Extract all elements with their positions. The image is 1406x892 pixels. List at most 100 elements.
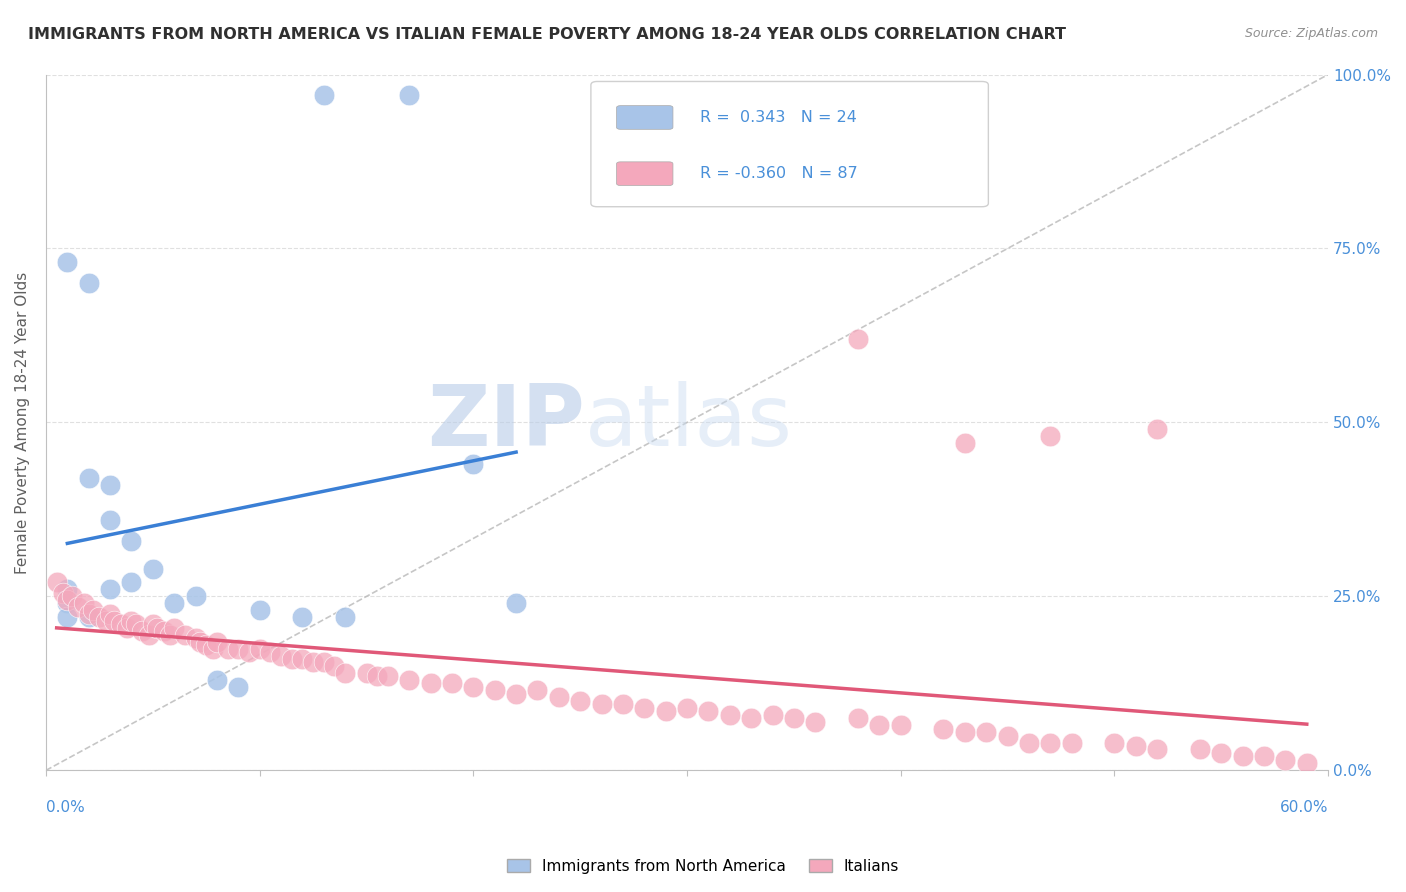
Point	[56, 255, 79, 269]
Point	[1253, 749, 1275, 764]
Point	[1146, 742, 1168, 756]
Point	[138, 628, 160, 642]
Point	[120, 533, 142, 548]
Point	[463, 680, 485, 694]
Point	[120, 575, 142, 590]
Point	[103, 614, 125, 628]
Point	[846, 711, 869, 725]
Point	[56, 593, 79, 607]
Point	[312, 88, 335, 103]
Point	[125, 617, 148, 632]
Point	[270, 648, 292, 663]
Point	[654, 704, 676, 718]
Point	[188, 634, 211, 648]
Point	[697, 704, 720, 718]
Point	[1060, 735, 1083, 749]
Point	[676, 700, 699, 714]
Point	[591, 698, 613, 712]
Point	[66, 599, 89, 614]
Point	[569, 694, 592, 708]
Point	[45, 575, 67, 590]
Point	[205, 673, 228, 687]
Point	[238, 645, 260, 659]
Point	[440, 676, 463, 690]
Point	[163, 621, 186, 635]
Point	[142, 617, 165, 632]
Point	[201, 641, 224, 656]
Point	[259, 645, 281, 659]
Point	[280, 652, 302, 666]
Point	[312, 656, 335, 670]
Point	[98, 513, 121, 527]
Point	[1188, 742, 1211, 756]
Point	[323, 659, 346, 673]
Point	[98, 582, 121, 597]
Point	[60, 590, 83, 604]
Point	[1146, 422, 1168, 436]
Point	[249, 641, 271, 656]
Point	[1039, 735, 1062, 749]
Point	[82, 603, 104, 617]
Point	[184, 590, 207, 604]
Point	[612, 698, 634, 712]
Point	[56, 582, 79, 597]
Point	[56, 596, 79, 610]
Point	[1295, 756, 1317, 771]
Point	[356, 665, 378, 680]
Point	[131, 624, 153, 639]
Point	[77, 471, 100, 485]
Point	[526, 683, 548, 698]
Point	[226, 680, 249, 694]
Point	[195, 638, 218, 652]
Point	[226, 641, 249, 656]
Point	[89, 610, 111, 624]
Point	[783, 711, 806, 725]
Point	[484, 683, 506, 698]
Point	[120, 614, 142, 628]
Point	[804, 714, 827, 729]
Point	[419, 676, 441, 690]
Point	[1211, 746, 1233, 760]
Point	[505, 596, 527, 610]
Point	[56, 610, 79, 624]
Point	[1125, 739, 1147, 753]
Point	[142, 561, 165, 575]
Point	[953, 725, 976, 739]
Point	[291, 652, 314, 666]
Point	[146, 621, 169, 635]
Point	[398, 88, 420, 103]
Point	[163, 596, 186, 610]
Point	[217, 641, 239, 656]
Point	[953, 436, 976, 450]
Point	[846, 332, 869, 346]
Point	[997, 729, 1019, 743]
Point	[333, 610, 356, 624]
Point	[633, 700, 655, 714]
Point	[740, 711, 762, 725]
Point	[761, 707, 783, 722]
Point	[205, 634, 228, 648]
Text: R = -0.360   N = 87: R = -0.360 N = 87	[700, 166, 858, 181]
Point	[868, 718, 890, 732]
Point	[291, 610, 314, 624]
Point	[932, 722, 955, 736]
Point	[115, 621, 138, 635]
Point	[302, 656, 325, 670]
FancyBboxPatch shape	[617, 105, 673, 129]
Point	[333, 665, 356, 680]
Point	[366, 669, 388, 683]
Point	[547, 690, 569, 705]
FancyBboxPatch shape	[617, 161, 673, 186]
Point	[152, 624, 174, 639]
Point	[1104, 735, 1126, 749]
Text: IMMIGRANTS FROM NORTH AMERICA VS ITALIAN FEMALE POVERTY AMONG 18-24 YEAR OLDS CO: IMMIGRANTS FROM NORTH AMERICA VS ITALIAN…	[28, 27, 1066, 42]
Point	[249, 603, 271, 617]
Point	[110, 617, 132, 632]
Y-axis label: Female Poverty Among 18-24 Year Olds: Female Poverty Among 18-24 Year Olds	[15, 271, 30, 574]
FancyBboxPatch shape	[591, 81, 988, 207]
Point	[377, 669, 399, 683]
Point	[173, 628, 195, 642]
Point	[77, 607, 100, 621]
Text: 60.0%: 60.0%	[1279, 800, 1329, 815]
Point	[463, 457, 485, 471]
